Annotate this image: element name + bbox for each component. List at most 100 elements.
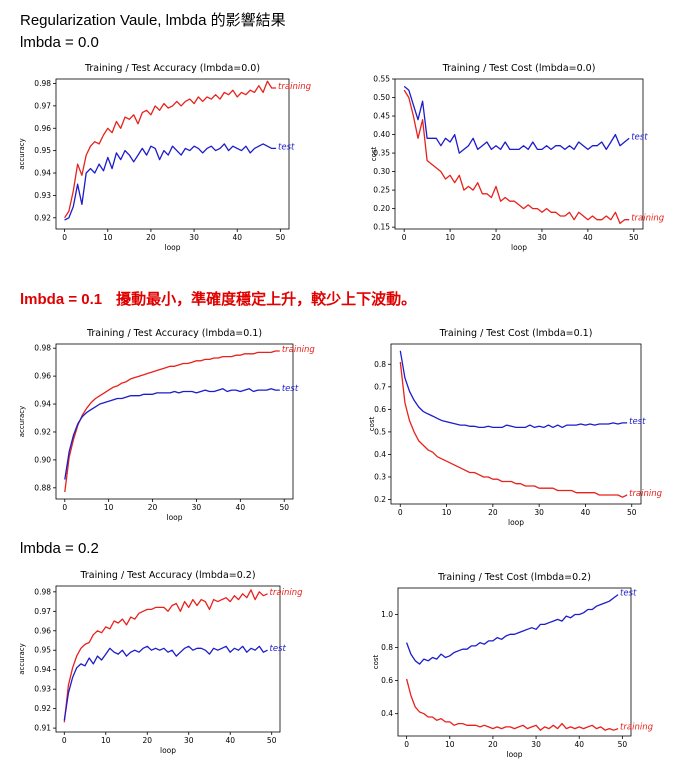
x-tick-label: 30	[534, 508, 544, 517]
x-tick-label: 40	[581, 508, 591, 517]
x-tick-label: 50	[276, 233, 286, 242]
chart-title: Training / Test Accuracy (lmbda=0.2)	[79, 570, 255, 581]
series-label-test: test	[629, 417, 646, 427]
y-tick-label: 0.98	[34, 79, 51, 88]
accuracy-chart-lmbda-0: Training / Test Accuracy (lmbda=0.0) 0 10 2…	[18, 63, 312, 252]
x-tick-label: 0	[62, 503, 67, 512]
x-tick-label: 30	[531, 740, 541, 749]
x-tick-label: 20	[142, 736, 152, 745]
chart-title: Training / Test Accuracy (lmbda=0.1)	[86, 328, 262, 339]
series-label-training: training	[620, 723, 654, 733]
section-heading-lmbda-0: lmbda = 0.0	[20, 34, 99, 51]
y-tick-label: 0.94	[34, 169, 51, 178]
chart-title: Training / Test Cost (lmbda=0.1)	[439, 328, 593, 339]
x-tick-label: 10	[103, 233, 113, 242]
x-tick-label: 40	[232, 233, 242, 242]
cost-chart-lmbda-0: Training / Test Cost (lmbda=0.0) 0 10 20 30 4…	[370, 63, 665, 252]
y-axis-label: cost	[372, 654, 380, 669]
y-axis-label: cost	[368, 416, 376, 431]
x-tick-label: 10	[445, 740, 455, 749]
series-label-test: test	[631, 132, 648, 142]
x-axis-label: loop	[506, 750, 522, 759]
section-heading-lmbda-0-2: lmbda = 0.2	[20, 540, 99, 557]
x-tick-label: 20	[491, 233, 501, 242]
x-tick-label: 20	[146, 233, 156, 242]
series-label-test: test	[282, 384, 299, 394]
x-axis-label: loop	[160, 746, 176, 755]
x-tick-label: 0	[398, 508, 403, 517]
y-tick-label: 0.92	[34, 704, 51, 713]
plot-frame	[394, 78, 644, 230]
series-label-training: training	[629, 489, 663, 499]
y-tick-label: 0.15	[373, 223, 390, 232]
x-tick-label: 50	[627, 508, 637, 517]
section-label: lmbda = 0.0	[20, 34, 99, 51]
x-tick-label: 40	[574, 740, 584, 749]
series-label-training: training	[270, 588, 304, 598]
plot-frame	[55, 343, 294, 500]
plot-frame	[397, 587, 632, 737]
page-title: Regularization Vaule, lmbda 的影響結果	[20, 12, 286, 29]
x-axis-label: loop	[511, 243, 527, 252]
x-tick-label: 20	[148, 503, 158, 512]
y-tick-label: 0.5	[374, 427, 386, 436]
y-tick-label: 0.35	[373, 149, 390, 158]
x-tick-label: 50	[618, 740, 628, 749]
y-tick-label: 0.92	[34, 427, 51, 436]
y-tick-label: 0.94	[34, 400, 51, 409]
x-tick-label: 30	[192, 503, 202, 512]
series-line-test	[64, 143, 277, 221]
y-tick-label: 0.8	[374, 360, 386, 369]
chart-title: Training / Test Cost (lmbda=0.2)	[437, 572, 591, 583]
y-tick-label: 0.92	[34, 213, 51, 222]
y-tick-label: 0.88	[34, 483, 51, 492]
y-tick-label: 0.25	[373, 186, 390, 195]
y-tick-label: 0.2	[374, 495, 386, 504]
plot-frame	[55, 585, 281, 733]
chart-title: Training / Test Accuracy (lmbda=0.0)	[84, 63, 260, 74]
x-axis-label: loop	[508, 518, 524, 527]
series-line-training	[64, 80, 277, 219]
y-tick-label: 0.93	[34, 191, 51, 200]
x-tick-label: 10	[104, 503, 114, 512]
y-tick-label: 0.4	[381, 709, 393, 718]
y-tick-label: 0.6	[381, 676, 393, 685]
x-tick-label: 20	[488, 508, 498, 517]
section-heading-lmbda-0-1: lmbda = 0.1 擾動最小，準確度穩定上升，較少上下波動。	[20, 288, 416, 309]
cost-chart-lmbda-0-2: Training / Test Cost (lmbda=0.2) 0 10 20 30 4…	[372, 572, 654, 759]
y-tick-label: 0.50	[373, 93, 390, 102]
series-label-training: training	[282, 345, 316, 355]
y-axis-label: accuracy	[18, 138, 26, 170]
x-tick-label: 40	[236, 503, 246, 512]
series-label-training: training	[278, 82, 312, 92]
section-label: lmbda = 0.2	[20, 540, 99, 557]
y-tick-label: 0.6	[374, 405, 386, 414]
x-tick-label: 30	[537, 233, 547, 242]
accuracy-chart-lmbda-0-2: Training / Test Accuracy (lmbda=0.2) 0 10 2…	[18, 570, 303, 755]
series-line-test	[399, 350, 628, 429]
y-tick-label: 0.45	[373, 112, 390, 121]
y-tick-label: 0.93	[34, 685, 51, 694]
series-label-test: test	[270, 644, 287, 654]
x-axis-label: loop	[166, 513, 182, 522]
series-line-test	[405, 594, 619, 665]
x-tick-label: 50	[267, 736, 277, 745]
y-tick-label: 0.98	[34, 587, 51, 596]
y-tick-label: 0.95	[34, 646, 51, 655]
series-label-test: test	[278, 142, 295, 152]
y-tick-label: 1.0	[381, 610, 393, 619]
x-tick-label: 30	[184, 736, 194, 745]
y-tick-label: 0.96	[34, 124, 51, 133]
x-tick-label: 10	[445, 233, 455, 242]
x-tick-label: 40	[225, 736, 235, 745]
y-tick-label: 0.97	[34, 101, 51, 110]
y-axis-label: cost	[370, 146, 378, 161]
y-tick-label: 0.40	[373, 130, 390, 139]
y-tick-label: 0.3	[374, 472, 386, 481]
y-tick-label: 0.96	[34, 372, 51, 381]
series-line-training	[405, 678, 619, 731]
x-tick-label: 0	[402, 233, 407, 242]
y-tick-label: 0.94	[34, 665, 51, 674]
y-tick-label: 0.7	[374, 382, 386, 391]
x-tick-label: 50	[279, 503, 289, 512]
